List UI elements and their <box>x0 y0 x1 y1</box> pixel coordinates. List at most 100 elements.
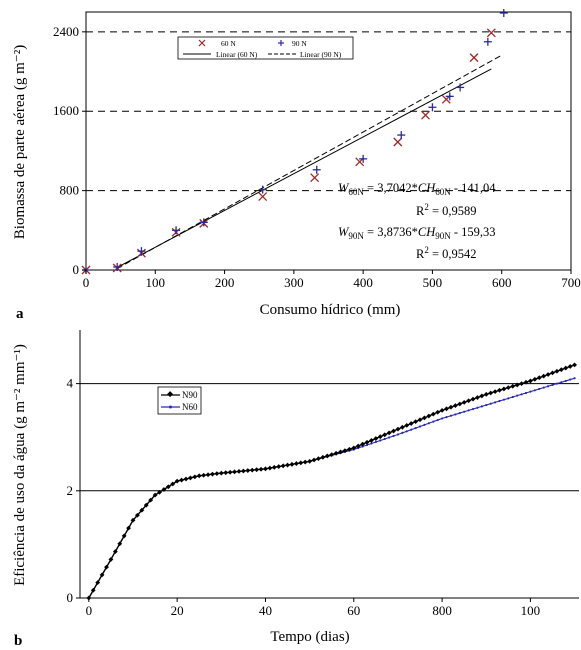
data-point-n90-64 <box>369 438 374 443</box>
panel-a-legend: 60 N 90 N Linear (60 N) Linear (90 N) <box>177 36 354 60</box>
data-point-n90-42 <box>271 464 277 470</box>
legend-marker-90n <box>278 40 284 46</box>
data-point-n90-29 <box>214 471 220 477</box>
data-point-n60-65 <box>374 440 377 444</box>
data-point-n60-67 <box>383 437 386 441</box>
data-point-n60-63 <box>365 443 369 447</box>
data-point-n90-31 <box>223 470 229 476</box>
data-point-n60-109 <box>569 378 572 381</box>
data-point-n90-18 <box>165 484 171 490</box>
data-point-n90-76 <box>422 415 427 421</box>
data-point-n90-56 <box>333 450 339 456</box>
panel-a-points <box>81 8 508 275</box>
legend-label-n60: N60 <box>182 402 198 412</box>
data-point-n90-40 <box>263 466 268 472</box>
x-tick-label-800: 800 <box>432 603 452 618</box>
data-point-n90-78 <box>430 411 436 417</box>
data-point-n90-92 <box>492 389 498 395</box>
data-point-n60-82 <box>449 414 453 417</box>
legend-label-90n: 90 N <box>292 39 307 48</box>
panel-b-y-axis-title: Eficiência de uso da água (g m⁻² mm⁻¹) <box>12 344 28 586</box>
data-point-90-n-1 <box>113 263 122 272</box>
x-tick-label-200: 200 <box>215 275 235 290</box>
data-point-n60-94 <box>502 398 506 401</box>
data-point-n90-66 <box>377 434 383 440</box>
data-point-n90-52 <box>316 456 321 462</box>
y-tick-label-0: 0 <box>73 262 80 277</box>
x-tick-label-700: 700 <box>561 275 581 290</box>
x-tick-label-60: 60 <box>347 603 360 618</box>
data-point-n90-108 <box>563 365 569 371</box>
data-point-n90-50 <box>307 458 313 464</box>
data-point-n90-51 <box>311 457 317 463</box>
data-point-n90-34 <box>236 468 242 474</box>
data-point-90-n-4 <box>199 218 208 227</box>
data-point-n90-87 <box>470 396 476 402</box>
data-point-n60-88 <box>476 406 479 409</box>
data-point-n90-12 <box>139 507 145 513</box>
data-point-n90-63 <box>364 439 370 445</box>
data-point-n90-5 <box>108 557 114 562</box>
data-point-n60-92 <box>493 401 497 404</box>
x-tick-label-100: 100 <box>521 603 541 618</box>
data-point-n60-74 <box>414 426 417 430</box>
data-point-n60-77 <box>427 422 430 425</box>
data-point-n60-84 <box>458 411 461 415</box>
data-point-90-n-11 <box>456 83 465 92</box>
data-point-n90-74 <box>413 419 419 425</box>
data-point-n90-33 <box>232 469 237 475</box>
panel-a-plot-frame <box>85 11 572 271</box>
equation-90n: W90N = 3,8736*CH90N - 159,33 <box>338 225 496 241</box>
data-point-n90-96 <box>510 383 516 389</box>
data-point-60-n-11 <box>469 53 479 63</box>
panel-b-legend-box <box>157 386 202 415</box>
y-tick-label-2400: 2400 <box>53 24 79 39</box>
data-point-n90-99 <box>523 379 529 385</box>
panel-a-y-ticks: 0 800 1600 2400 <box>53 24 86 277</box>
panel-a-x-axis-title: Consumo hídrico (mm) <box>260 302 401 318</box>
data-point-n90-48 <box>298 460 304 466</box>
data-point-n90-83 <box>452 403 458 408</box>
data-point-n90-15 <box>152 492 158 498</box>
data-point-n90-90 <box>483 391 489 397</box>
data-point-90-n-8 <box>397 131 406 140</box>
data-point-n60-106 <box>555 382 559 385</box>
trendline-linear-90-n <box>116 54 502 269</box>
data-point-90-n-5 <box>258 185 267 194</box>
data-point-n90-85 <box>461 399 467 405</box>
x-tick-label-40: 40 <box>259 603 272 618</box>
data-point-n90-81 <box>444 406 449 412</box>
data-point-60-n-6 <box>310 173 320 183</box>
data-point-90-n-2 <box>137 247 146 256</box>
data-point-n60-96 <box>511 395 514 399</box>
panel-a-legend-box <box>177 36 354 60</box>
x-tick-label-400: 400 <box>353 275 373 290</box>
panel-a-trendlines <box>116 54 502 269</box>
data-point-60-n-12 <box>486 28 496 38</box>
data-point-n60-83 <box>454 413 457 416</box>
data-point-n90-73 <box>408 421 414 426</box>
data-point-n90-65 <box>373 436 379 441</box>
data-point-n60-69 <box>392 434 395 438</box>
data-point-n90-32 <box>227 469 233 475</box>
data-point-n60-91 <box>489 402 492 405</box>
data-point-60-n-8 <box>393 137 403 147</box>
data-point-n90-11 <box>135 512 140 518</box>
data-point-n90-88 <box>475 395 480 400</box>
panel-a: 0 100 200 300 400 500 600 700 0 800 1600 2400 60 N… <box>12 8 581 322</box>
data-point-n60-64 <box>370 442 373 445</box>
data-point-n90-68 <box>386 430 392 436</box>
data-point-n60-90 <box>485 403 488 407</box>
data-point-n90-70 <box>395 426 401 432</box>
data-point-n90-75 <box>417 417 423 423</box>
data-point-n60-102 <box>538 387 541 391</box>
data-point-n90-36 <box>245 468 251 473</box>
data-point-n90-71 <box>399 424 405 430</box>
x-tick-label-300: 300 <box>284 275 304 290</box>
data-point-n60-85 <box>463 410 466 413</box>
y-tick-label-2: 2 <box>67 483 74 498</box>
data-point-n90-28 <box>210 471 215 477</box>
x-tick-label-100: 100 <box>146 275 166 290</box>
data-point-n90-93 <box>497 387 502 393</box>
